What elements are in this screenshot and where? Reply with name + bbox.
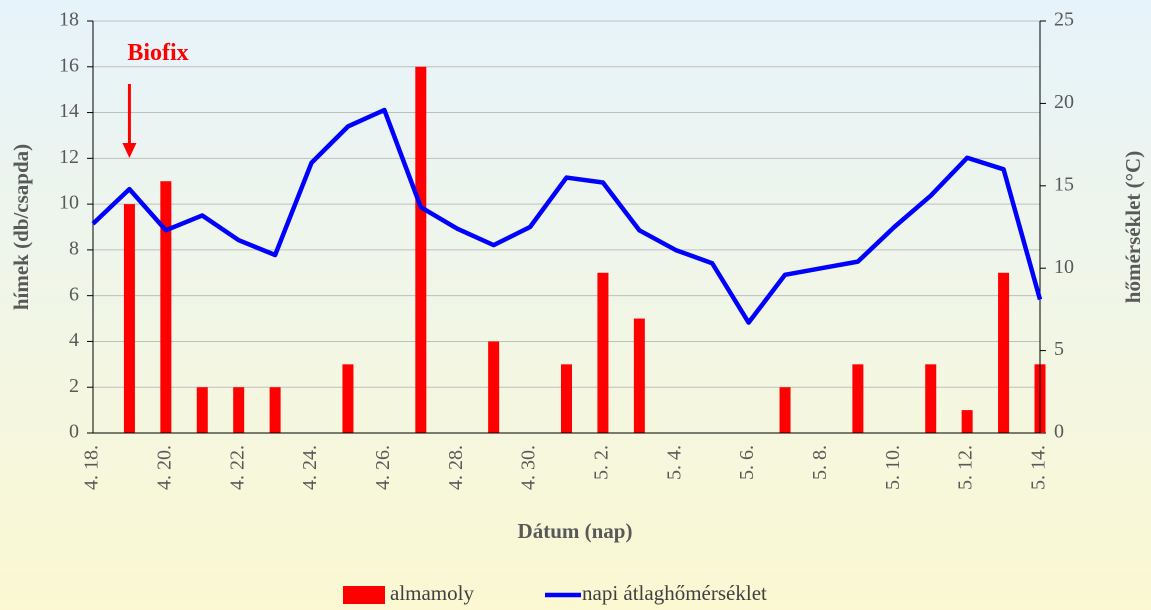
y-tick-label: 16	[59, 54, 79, 76]
bar	[961, 410, 973, 433]
x-tick-label: 4. 26.	[372, 445, 394, 490]
x-tick-label: 5. 12.	[955, 445, 977, 490]
line	[91, 107, 1043, 325]
bar	[160, 181, 172, 433]
y-tick-label: 12	[59, 146, 79, 168]
y-axis-title: hímek (db/csapda)	[9, 144, 33, 310]
bar	[342, 364, 354, 433]
legend-label: napi átlaghőmérséklet	[582, 581, 767, 605]
x-tick-label: 5. 6.	[736, 445, 758, 480]
x-tick-label: 4. 18.	[81, 445, 103, 490]
y-tick-label: 2	[69, 375, 79, 397]
legend-swatch	[343, 586, 385, 604]
y2-tick-label: 10	[1054, 256, 1074, 278]
legend-label: almamoly	[390, 581, 474, 605]
bar	[925, 364, 937, 433]
bar	[633, 318, 645, 433]
y-tick-label: 14	[59, 100, 79, 122]
bar	[597, 272, 609, 433]
bar	[998, 272, 1010, 433]
bar	[123, 204, 135, 433]
x-tick-label: 4. 28.	[445, 445, 467, 490]
y2-tick-label: 0	[1054, 421, 1064, 443]
x-tick-label: 4. 24.	[299, 445, 321, 490]
bar	[779, 387, 791, 433]
x-axis-title: Dátum (nap)	[518, 519, 633, 543]
y2-tick-label: 20	[1054, 91, 1074, 113]
x-tick-label: 5. 2.	[591, 445, 613, 480]
x-tick-label: 5. 14.	[1028, 445, 1050, 490]
y-tick-label: 6	[69, 283, 79, 305]
bar	[561, 364, 572, 433]
annotation: Biofix	[127, 40, 188, 66]
y2-tick-label: 25	[1054, 9, 1074, 31]
y-tick-label: 0	[69, 421, 79, 443]
y2-tick-label: 15	[1054, 173, 1074, 195]
bar	[488, 341, 500, 433]
x-tick-label: 4. 22.	[226, 445, 248, 490]
bar	[269, 387, 281, 433]
x-tick-label: 4. 30.	[518, 445, 540, 490]
x-tick-label: 4. 20.	[153, 445, 175, 490]
x-tick-label: 5. 8.	[809, 445, 831, 480]
y-tick-label: 4	[69, 329, 79, 351]
y-tick-label: 10	[59, 192, 79, 214]
y2-tick-label: 5	[1054, 338, 1064, 360]
bar	[196, 387, 208, 433]
y2-axis-title: hőmérséklet (°C)	[1121, 151, 1145, 303]
y-tick-label: 8	[69, 237, 79, 259]
x-tick-label: 5. 10.	[882, 445, 904, 490]
bar	[852, 364, 864, 433]
y-tick-label: 18	[59, 9, 79, 31]
annotation-arrowhead	[122, 143, 137, 158]
bar	[233, 387, 245, 433]
bar	[415, 66, 427, 434]
x-tick-label: 5. 4.	[663, 445, 685, 480]
